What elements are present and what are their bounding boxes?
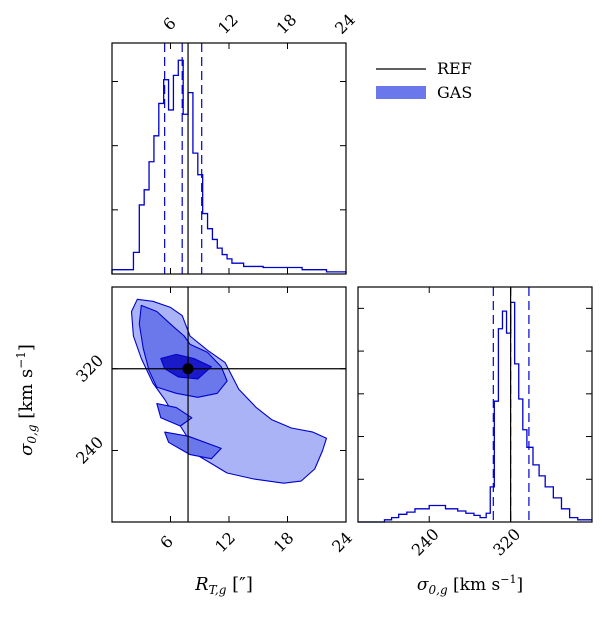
hist-rtg-xtick-label: 12 (214, 10, 242, 38)
hist-rtg-xtick-label: 6 (159, 14, 180, 35)
legend-gas-label: GAS (437, 83, 472, 102)
contour-ytick-label: 240 (72, 433, 107, 468)
hist-sigma-step (358, 301, 592, 523)
legend-gas-swatch (376, 86, 426, 99)
hist-rtg-xtick-label: 18 (273, 10, 301, 38)
hist-sigma-panel: 240 320 (357, 286, 593, 560)
hist-rtg-step (111, 59, 347, 274)
hist-rtg-xtick-label: 24 (331, 10, 359, 38)
y-axis-title: σ0,g [km s−1] (14, 344, 39, 456)
x-axis-title-right: σ0,g [km s−1] (417, 573, 523, 597)
contour-middle-1 (156, 402, 193, 427)
contour-panel: 6 12 18 24 240 320 (72, 286, 356, 556)
hist-sigma-xtick-label: 240 (408, 525, 443, 560)
contour-xtick-label: 12 (211, 528, 239, 556)
contour-xtick-label: 18 (270, 528, 298, 556)
contour-middle-0 (138, 304, 228, 398)
contour-xtick-label: 24 (328, 528, 356, 556)
hist-sigma-frame (357, 286, 593, 523)
x-axis-title-left: RT,g [″] (194, 574, 253, 597)
legend: REF GAS (376, 59, 472, 102)
hist-sigma-xtick-label: 320 (489, 525, 524, 560)
contour-xtick-label: 6 (156, 532, 177, 553)
hist-rtg-frame (111, 42, 347, 275)
contour-ytick-label: 320 (72, 351, 107, 386)
legend-ref-label: REF (437, 59, 472, 78)
hist-rtg-panel: 6 12 18 24 (111, 10, 359, 275)
